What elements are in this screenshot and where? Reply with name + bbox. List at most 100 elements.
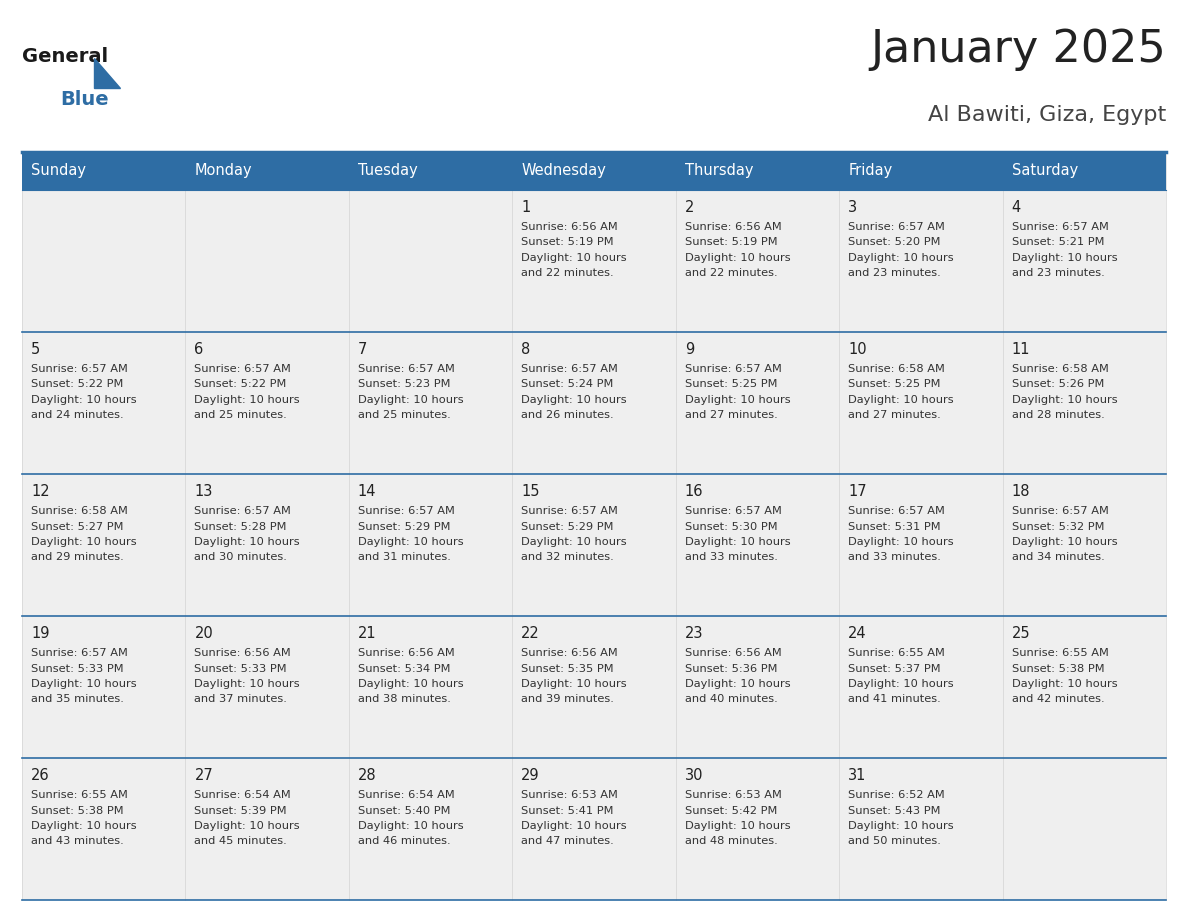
Text: Tuesday: Tuesday [358,163,418,178]
Text: and 39 minutes.: and 39 minutes. [522,695,614,704]
Text: 30: 30 [684,768,703,783]
Bar [839,474,1003,616]
Text: 5: 5 [31,342,40,357]
Text: Sunset: 5:40 PM: Sunset: 5:40 PM [358,805,450,815]
Text: Sunrise: 6:58 AM: Sunrise: 6:58 AM [1011,364,1108,374]
Text: Daylight: 10 hours: Daylight: 10 hours [195,537,301,547]
Text: 1: 1 [522,200,531,215]
Text: Friday: Friday [848,163,892,178]
Text: and 47 minutes.: and 47 minutes. [522,836,614,846]
Bar [1003,758,1165,900]
Bar [676,332,839,474]
Bar [1003,332,1165,474]
Text: Sunrise: 6:57 AM: Sunrise: 6:57 AM [195,364,291,374]
Text: Daylight: 10 hours: Daylight: 10 hours [848,537,954,547]
Bar [676,616,839,758]
Text: Sunrise: 6:55 AM: Sunrise: 6:55 AM [31,790,128,800]
Text: Sunrise: 6:54 AM: Sunrise: 6:54 AM [195,790,291,800]
Text: Sunrise: 6:56 AM: Sunrise: 6:56 AM [358,648,455,658]
Bar [185,190,349,332]
Text: Sunrise: 6:52 AM: Sunrise: 6:52 AM [848,790,944,800]
Text: General: General [23,47,108,66]
Text: Sunset: 5:28 PM: Sunset: 5:28 PM [195,521,287,532]
Text: 27: 27 [195,768,213,783]
Text: Sunrise: 6:53 AM: Sunrise: 6:53 AM [684,790,782,800]
Text: Sunset: 5:20 PM: Sunset: 5:20 PM [848,238,941,248]
Text: 15: 15 [522,484,539,499]
Text: and 22 minutes.: and 22 minutes. [522,268,614,278]
Text: and 48 minutes.: and 48 minutes. [684,836,777,846]
Text: Sunrise: 6:58 AM: Sunrise: 6:58 AM [31,506,128,516]
Bar [349,332,512,474]
Text: Daylight: 10 hours: Daylight: 10 hours [1011,395,1117,405]
Text: Sunset: 5:36 PM: Sunset: 5:36 PM [684,664,777,674]
Text: and 41 minutes.: and 41 minutes. [848,695,941,704]
Text: Daylight: 10 hours: Daylight: 10 hours [522,821,627,831]
Text: Sunset: 5:37 PM: Sunset: 5:37 PM [848,664,941,674]
Text: and 25 minutes.: and 25 minutes. [358,410,450,420]
Text: Sunrise: 6:57 AM: Sunrise: 6:57 AM [358,506,455,516]
Text: and 38 minutes.: and 38 minutes. [358,695,450,704]
Bar [512,616,676,758]
Text: Daylight: 10 hours: Daylight: 10 hours [848,253,954,263]
Bar [185,332,349,474]
Text: and 45 minutes.: and 45 minutes. [195,836,287,846]
Bar [23,332,185,474]
Bar [676,758,839,900]
Text: Monday: Monday [195,163,252,178]
Text: and 23 minutes.: and 23 minutes. [1011,268,1105,278]
Text: Daylight: 10 hours: Daylight: 10 hours [358,537,463,547]
Bar [185,758,349,900]
Text: Daylight: 10 hours: Daylight: 10 hours [195,821,301,831]
Text: 10: 10 [848,342,867,357]
Bar [23,616,185,758]
Text: 25: 25 [1011,626,1030,641]
Text: Sunset: 5:22 PM: Sunset: 5:22 PM [195,379,286,389]
Text: and 50 minutes.: and 50 minutes. [848,836,941,846]
Text: and 46 minutes.: and 46 minutes. [358,836,450,846]
Bar [839,758,1003,900]
Bar [349,616,512,758]
Text: Daylight: 10 hours: Daylight: 10 hours [684,395,790,405]
Text: Thursday: Thursday [684,163,753,178]
Text: Daylight: 10 hours: Daylight: 10 hours [31,821,137,831]
Text: Sunrise: 6:55 AM: Sunrise: 6:55 AM [1011,648,1108,658]
Text: and 42 minutes.: and 42 minutes. [1011,695,1104,704]
Text: 6: 6 [195,342,203,357]
Text: Sunrise: 6:57 AM: Sunrise: 6:57 AM [1011,222,1108,232]
Text: Sunset: 5:21 PM: Sunset: 5:21 PM [1011,238,1104,248]
Text: 2: 2 [684,200,694,215]
Text: Daylight: 10 hours: Daylight: 10 hours [31,679,137,689]
Text: 28: 28 [358,768,377,783]
Text: Sunset: 5:42 PM: Sunset: 5:42 PM [684,805,777,815]
Text: Sunrise: 6:57 AM: Sunrise: 6:57 AM [684,506,782,516]
Bar [349,758,512,900]
Bar [1003,474,1165,616]
Bar [1003,616,1165,758]
Text: Daylight: 10 hours: Daylight: 10 hours [1011,537,1117,547]
Text: Sunset: 5:31 PM: Sunset: 5:31 PM [848,521,941,532]
Text: and 27 minutes.: and 27 minutes. [848,410,941,420]
Text: Daylight: 10 hours: Daylight: 10 hours [848,395,954,405]
Text: 7: 7 [358,342,367,357]
Text: Daylight: 10 hours: Daylight: 10 hours [358,679,463,689]
Text: and 26 minutes.: and 26 minutes. [522,410,614,420]
Text: Sunrise: 6:56 AM: Sunrise: 6:56 AM [522,222,618,232]
Text: Sunrise: 6:53 AM: Sunrise: 6:53 AM [522,790,618,800]
Text: Sunset: 5:33 PM: Sunset: 5:33 PM [195,664,287,674]
Text: Sunday: Sunday [31,163,86,178]
Text: 20: 20 [195,626,213,641]
Text: Daylight: 10 hours: Daylight: 10 hours [522,679,627,689]
Text: Sunset: 5:25 PM: Sunset: 5:25 PM [848,379,941,389]
Text: 16: 16 [684,484,703,499]
Bar [23,758,185,900]
Text: Wednesday: Wednesday [522,163,606,178]
Text: Sunset: 5:43 PM: Sunset: 5:43 PM [848,805,941,815]
Text: Sunrise: 6:56 AM: Sunrise: 6:56 AM [195,648,291,658]
Text: Daylight: 10 hours: Daylight: 10 hours [31,395,137,405]
Text: Sunset: 5:32 PM: Sunset: 5:32 PM [1011,521,1104,532]
Text: 19: 19 [31,626,50,641]
Text: 24: 24 [848,626,867,641]
Text: 14: 14 [358,484,377,499]
Text: Daylight: 10 hours: Daylight: 10 hours [848,821,954,831]
